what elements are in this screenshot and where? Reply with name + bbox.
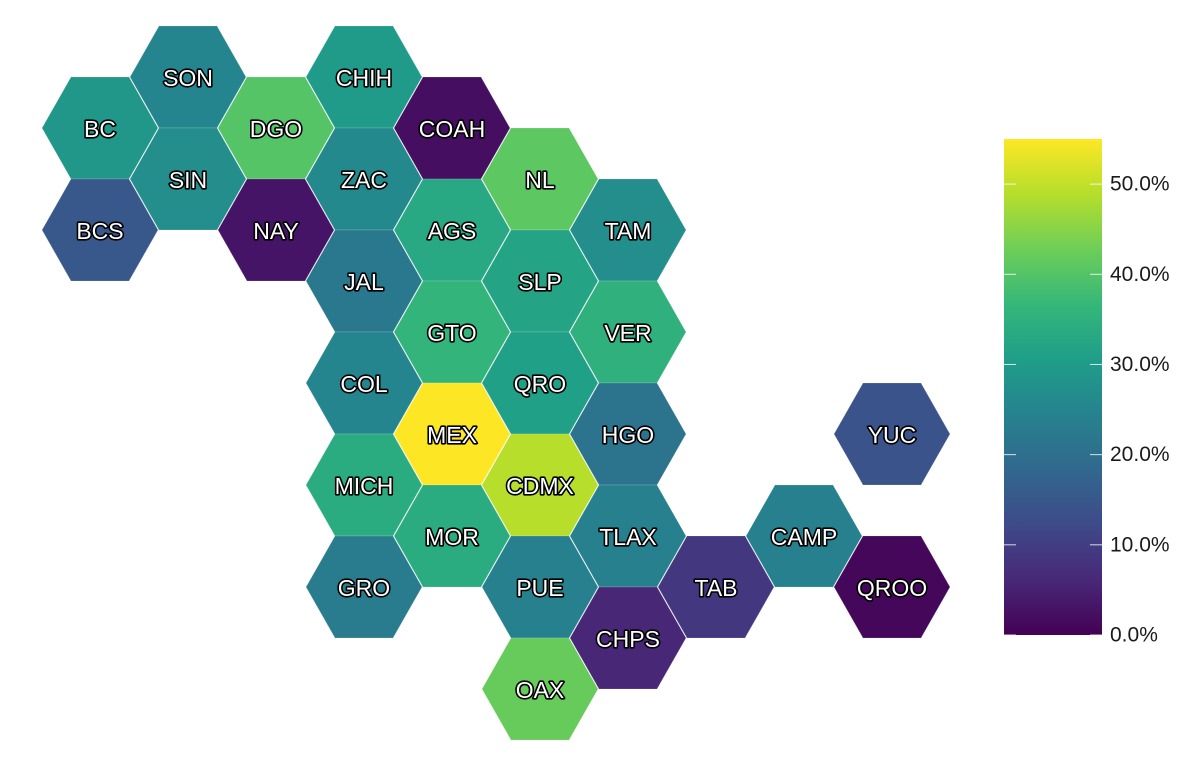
state-label-qroo: QROO bbox=[857, 575, 927, 601]
state-label-ver: VER bbox=[604, 320, 651, 346]
state-label-ags: AGS bbox=[428, 218, 477, 244]
state-tile-tam: TAM bbox=[569, 178, 687, 282]
state-tile-yuc: YUC bbox=[833, 382, 951, 486]
state-label-nay: NAY bbox=[253, 218, 299, 244]
state-tile-mich: MICH bbox=[305, 433, 423, 537]
state-label-cdmx: CDMX bbox=[506, 473, 574, 499]
state-label-tam: TAM bbox=[605, 218, 652, 244]
state-tile-col: COL bbox=[305, 331, 423, 435]
state-hex-qroo bbox=[833, 535, 951, 639]
state-label-bc: BC bbox=[84, 116, 116, 142]
state-tile-cdmx: CDMX bbox=[481, 433, 599, 537]
hexagon-layer: SON CHIH BC DGO COAH SIN ZAC NL BCS NAY AGS TAM JAL S… bbox=[41, 25, 951, 741]
state-label-jal: JAL bbox=[344, 269, 384, 295]
state-tile-ags: AGS bbox=[393, 178, 511, 282]
legend-tick-label: 30.0% bbox=[1110, 353, 1170, 376]
legend-tick-label: 10.0% bbox=[1110, 533, 1170, 556]
state-label-coah: COAH bbox=[419, 116, 485, 142]
state-label-bcs: BCS bbox=[76, 218, 123, 244]
color-legend: 0.0% 10.0% 20.0% 30.0% 40.0% 50.0% bbox=[1004, 139, 1170, 647]
state-label-gro: GRO bbox=[338, 575, 390, 601]
state-label-son: SON bbox=[163, 65, 213, 91]
state-hex-mor bbox=[393, 484, 511, 588]
state-label-hgo: HGO bbox=[602, 422, 654, 448]
state-tile-chps: CHPS bbox=[569, 586, 687, 690]
state-tile-bc: BC bbox=[41, 76, 159, 180]
state-label-tab: TAB bbox=[694, 575, 737, 601]
state-label-sin: SIN bbox=[169, 167, 207, 193]
state-tile-pue: PUE bbox=[481, 535, 599, 639]
state-tile-coah: COAH bbox=[393, 76, 511, 180]
state-label-mor: MOR bbox=[425, 524, 479, 550]
state-tile-hgo: HGO bbox=[569, 382, 687, 486]
state-hex-gro bbox=[305, 535, 423, 639]
state-tile-slp: SLP bbox=[481, 229, 599, 333]
legend-ticks: 0.0% 10.0% 20.0% 30.0% 40.0% 50.0% bbox=[1004, 173, 1170, 647]
state-tile-oax: OAX bbox=[481, 637, 599, 741]
legend-tick-label: 50.0% bbox=[1110, 173, 1170, 196]
state-tile-jal: JAL bbox=[305, 229, 423, 333]
state-hex-oax bbox=[481, 637, 599, 741]
state-label-col: COL bbox=[340, 371, 388, 397]
state-label-zac: ZAC bbox=[341, 167, 387, 193]
legend-colorbar bbox=[1004, 139, 1102, 635]
state-tile-zac: ZAC bbox=[305, 127, 423, 231]
state-tile-sin: SIN bbox=[129, 127, 247, 231]
state-hex-sin bbox=[129, 127, 247, 231]
state-tile-bcs: BCS bbox=[41, 178, 159, 282]
state-hex-bcs bbox=[41, 178, 159, 282]
state-label-gto: GTO bbox=[427, 320, 476, 346]
state-label-slp: SLP bbox=[518, 269, 561, 295]
state-hex-tab bbox=[657, 535, 775, 639]
state-label-mich: MICH bbox=[335, 473, 394, 499]
state-tile-tlax: TLAX bbox=[569, 484, 687, 588]
state-tile-camp: CAMP bbox=[745, 484, 863, 588]
state-label-yuc: YUC bbox=[868, 422, 917, 448]
state-tile-qro: QRO bbox=[481, 331, 599, 435]
state-label-nl: NL bbox=[525, 167, 555, 193]
state-hex-camp bbox=[745, 484, 863, 588]
state-tile-qroo: QROO bbox=[833, 535, 951, 639]
state-tile-son: SON bbox=[129, 25, 247, 129]
state-label-chps: CHPS bbox=[596, 626, 660, 652]
state-tile-dgo: DGO bbox=[217, 76, 335, 180]
state-tile-gro: GRO bbox=[305, 535, 423, 639]
state-label-qro: QRO bbox=[514, 371, 566, 397]
state-hex-nay bbox=[217, 178, 335, 282]
state-tile-mor: MOR bbox=[393, 484, 511, 588]
state-tile-gto: GTO bbox=[393, 280, 511, 384]
state-label-pue: PUE bbox=[516, 575, 563, 601]
state-label-chih: CHIH bbox=[336, 65, 392, 91]
state-label-dgo: DGO bbox=[250, 116, 302, 142]
state-label-oax: OAX bbox=[516, 677, 565, 703]
legend-tick-label: 20.0% bbox=[1110, 443, 1170, 466]
state-hex-yuc bbox=[833, 382, 951, 486]
state-label-mex: MEX bbox=[427, 422, 477, 448]
state-tile-mex: MEX bbox=[393, 382, 511, 486]
legend-tick-label: 40.0% bbox=[1110, 263, 1170, 286]
state-hex-chps bbox=[569, 586, 687, 690]
state-label-tlax: TLAX bbox=[599, 524, 657, 550]
state-tile-tab: TAB bbox=[657, 535, 775, 639]
legend-tick-label: 0.0% bbox=[1110, 624, 1158, 647]
state-label-camp: CAMP bbox=[771, 524, 837, 550]
state-tile-nay: NAY bbox=[217, 178, 335, 282]
